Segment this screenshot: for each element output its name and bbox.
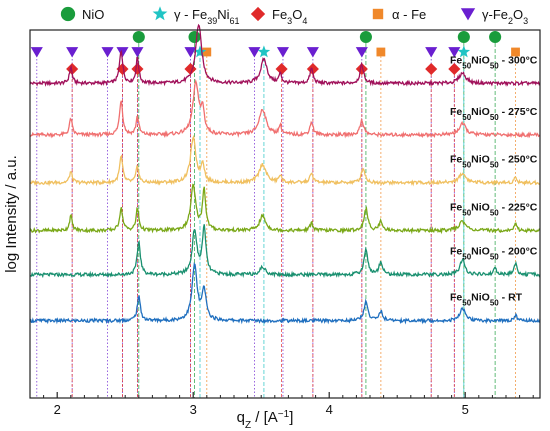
reference-marker <box>276 47 290 58</box>
reference-marker <box>188 30 201 44</box>
x-tick-label: 4 <box>326 402 333 417</box>
trace-line <box>29 224 541 279</box>
reference-marker <box>66 47 79 58</box>
reference-marker <box>116 62 129 76</box>
reference-marker <box>457 45 471 58</box>
reference-marker <box>132 30 145 44</box>
diffraction-traces <box>29 23 541 325</box>
reference-marker <box>184 47 197 58</box>
reference-marker <box>131 62 144 76</box>
x-axis-label: qZ / [A−1] <box>237 409 294 431</box>
reference-marker <box>489 30 502 44</box>
legend-entry: α - Fe <box>392 7 426 22</box>
y-axis-label: log Intensity / a.u. <box>3 155 20 273</box>
legend-marker <box>460 8 476 21</box>
x-tick-label: 5 <box>462 402 469 417</box>
reference-marker <box>376 47 386 57</box>
trace-label: Fe50NiO50 - RT <box>450 292 523 308</box>
reference-marker <box>457 30 470 44</box>
trace-line <box>29 23 541 87</box>
legend-entry: Fe3O4 <box>272 7 307 26</box>
reference-marker <box>193 45 207 58</box>
reference-marker <box>101 47 114 58</box>
reference-marker <box>248 47 261 58</box>
trace-line <box>29 134 541 187</box>
reference-marker <box>448 47 461 58</box>
x-tick-label: 2 <box>54 402 61 417</box>
trace-line <box>29 262 541 325</box>
reference-marker <box>355 62 368 76</box>
plot-frame <box>29 29 541 399</box>
trace-label: Fe50NiO50 - 225°C <box>450 202 538 218</box>
trace-labels: Fe50NiO50 - 300°C Fe50NiO50 - 275°C Fe50Ni… <box>450 54 538 307</box>
reference-marker <box>306 47 319 58</box>
legend-marker <box>372 8 384 20</box>
plot-area: Fe50NiO50 - 300°C Fe50NiO50 - 275°C Fe50Ni… <box>29 23 541 417</box>
reference-marker <box>184 62 197 76</box>
reference-marker <box>511 47 520 57</box>
trace-label: Fe50NiO50 - 300°C <box>450 54 538 70</box>
reference-marker <box>275 62 288 76</box>
trace-label: Fe50NiO50 - 200°C <box>450 246 538 262</box>
reference-marker <box>425 62 438 76</box>
reference-peak-markers <box>30 30 520 76</box>
trace-label: Fe50NiO50 - 250°C <box>450 154 538 170</box>
legend-marker <box>60 6 76 22</box>
reference-marker <box>202 47 212 57</box>
legend-entry: NiO <box>82 7 104 22</box>
reference-marker <box>359 30 372 44</box>
reference-marker <box>355 47 368 58</box>
reference-marker <box>448 62 461 76</box>
reference-marker <box>425 47 438 58</box>
chart-legend: NiO γ - Fe39Ni61 Fe3O4 α - Fe γ-Fe2O3 <box>60 6 528 26</box>
trace-line <box>29 183 541 235</box>
legend-marker <box>250 6 266 22</box>
trace-label: Fe50NiO50 - 275°C <box>450 106 538 122</box>
reference-peak-lines <box>36 37 516 398</box>
legend-entry: γ - Fe39Ni61 <box>174 7 240 26</box>
reference-marker <box>257 45 271 58</box>
reference-marker <box>131 47 144 58</box>
x-axis-ticks: 2 3 4 5 <box>43 392 534 417</box>
legend-entry: γ-Fe2O3 <box>482 7 528 26</box>
trace-line <box>29 78 541 139</box>
reference-marker <box>30 47 43 58</box>
x-tick-label: 3 <box>190 402 197 417</box>
reference-marker <box>116 47 129 58</box>
reference-marker <box>306 62 319 76</box>
legend-marker <box>152 6 168 21</box>
